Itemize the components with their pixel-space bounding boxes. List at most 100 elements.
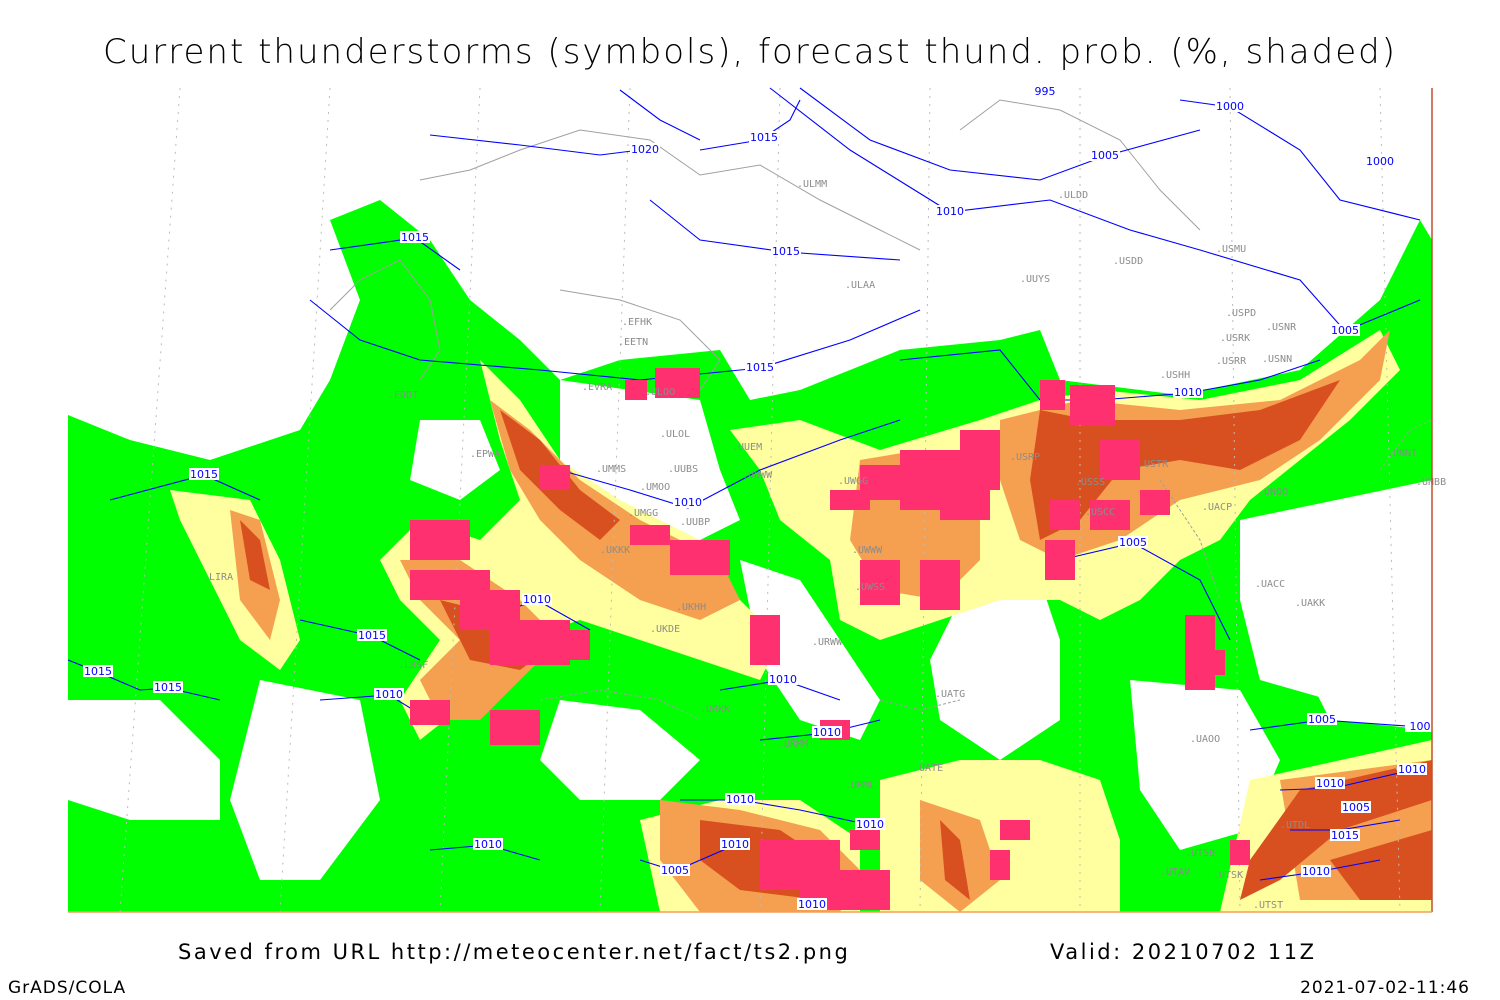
station-label: .UUBP <box>680 517 710 528</box>
station-label: .USRK <box>1220 333 1250 344</box>
isobar-label: 1010 <box>769 673 797 686</box>
isobar-line-0 <box>429 134 641 156</box>
isobar-line-3 <box>799 87 1201 181</box>
isobar-label-bg <box>935 205 965 217</box>
thunderstorm-symbol-cluster-2 <box>540 465 570 490</box>
grid-meridian-4 <box>759 87 781 913</box>
isobar-label-bg <box>1307 713 1337 725</box>
thunderstorm-symbol-cluster-10 <box>410 700 450 725</box>
thunderstorm-symbol-cluster-26 <box>1140 490 1170 515</box>
thunderstorm-symbol-cluster-0 <box>625 380 647 400</box>
isobar-label-bg <box>1030 85 1060 97</box>
isobar-label-bg <box>1173 386 1203 398</box>
station-label: .UNOO <box>1258 487 1288 498</box>
station-label: .USDD <box>1113 256 1143 267</box>
isobar-label-bg <box>1405 720 1435 732</box>
isobar-label-bg <box>720 838 750 850</box>
isobar-label: 1015 <box>750 131 778 144</box>
isobar-label: 1010 <box>1302 865 1330 878</box>
isobar-label-bg <box>673 496 703 508</box>
station-label: .EFHK <box>622 317 652 328</box>
station-label: .UACC <box>1255 579 1285 590</box>
isobar-label-bg <box>797 898 827 910</box>
station-label: .ULDD <box>1058 190 1088 201</box>
isobar-label-bg <box>1330 324 1360 336</box>
software-label: GrADS/COLA <box>8 978 127 998</box>
thunderstorm-symbol-cluster-21 <box>1070 385 1115 425</box>
isobar-label-bg <box>749 131 779 143</box>
isobar-label-bg <box>1315 777 1345 789</box>
thunderstorm-symbol-cluster-9 <box>560 630 590 660</box>
coastlines <box>119 87 1433 913</box>
coastline-2 <box>559 289 721 391</box>
shade-region-1-2 <box>930 580 1060 760</box>
station-label: .UWSS <box>855 582 885 593</box>
isobar-label-bg <box>768 673 798 685</box>
thunderstorm-symbol-cluster-32 <box>850 830 880 850</box>
thunderstorm-symbol-cluster-19 <box>960 430 1000 490</box>
shade-region-0-0 <box>68 200 1432 912</box>
isobar-label-bg <box>855 818 885 830</box>
isobar-label: 1005 <box>1091 149 1119 162</box>
isobar-label: 1010 <box>721 838 749 851</box>
isobar-line-20 <box>680 799 871 826</box>
thunderstorm-symbol-cluster-22 <box>1100 440 1140 480</box>
station-label: .USPD <box>1226 308 1256 319</box>
isobar-label-bg <box>725 793 755 805</box>
isobar-label: 1015 <box>746 361 774 374</box>
shade-region-4-5 <box>1330 830 1432 900</box>
isobar-label: 1005 <box>1119 536 1147 549</box>
station-label: .UAKK <box>1295 598 1325 609</box>
isobar-label-bg <box>153 681 183 693</box>
isobar-label: 1000 <box>1216 100 1244 113</box>
station-labels: .EFHK .EETN .EVRA .ULOO .ULOL .UMMS .UMOO .UUBS… <box>203 179 1446 911</box>
isobar-line-2 <box>619 89 701 141</box>
station-label: .UMOO <box>640 482 670 493</box>
isobar-label: 1010 <box>523 593 551 606</box>
isobar-label-bg <box>522 593 552 605</box>
station-label: .UKKK <box>600 545 630 556</box>
isobar-label-bg <box>1330 829 1360 841</box>
isobar-label: 1015 <box>154 681 182 694</box>
isobar-label: 1005 <box>1308 713 1336 726</box>
thunderstorm-symbol-cluster-12 <box>750 615 780 665</box>
station-label: .UUYS <box>1020 274 1050 285</box>
station-label: .EVRA <box>582 382 612 393</box>
isobar-label-bg <box>83 665 113 677</box>
station-label: .USNR <box>1266 322 1297 333</box>
source-url-text: Saved from URL http://meteocenter.net/fa… <box>178 940 851 964</box>
isobar-line-6 <box>649 199 901 261</box>
station-label: .USRR <box>1216 356 1247 367</box>
isobar-label-bg <box>1397 763 1427 775</box>
isobar-label-bg <box>630 143 660 155</box>
station-label: .UTAV <box>1160 867 1190 878</box>
isobar-label: 1010 <box>1316 777 1344 790</box>
isobar-label: 1010 <box>936 205 964 218</box>
isobar-label-bg <box>1090 149 1120 161</box>
isobar-label: 1010 <box>856 818 884 831</box>
isobar-label: 1005 <box>1342 801 1370 814</box>
coastline-7 <box>879 699 961 711</box>
thunderstorm-symbol-cluster-1 <box>655 368 700 398</box>
grid-meridian-1 <box>279 87 331 913</box>
thunderstorm-symbol-cluster-17 <box>860 560 900 605</box>
station-label: .ULAA <box>845 280 875 291</box>
station-label: .UTDL <box>1280 820 1310 831</box>
station-label: .UACP <box>1202 502 1232 513</box>
thunderstorm-symbol-cluster-24 <box>1090 500 1130 530</box>
isobar-label: 1015 <box>401 231 429 244</box>
thunderstorm-symbol-cluster-34 <box>990 850 1010 880</box>
station-label: .UUEM <box>732 442 762 453</box>
coastline-6 <box>539 689 701 721</box>
shade-region-1-5 <box>540 700 700 800</box>
isobar-label: 1000 <box>1366 155 1394 168</box>
station-label: .UATG <box>935 689 965 700</box>
station-label: .UTST <box>1253 900 1283 911</box>
isobar-label: 1015 <box>84 665 112 678</box>
isobar-label: 995 <box>1035 85 1056 98</box>
coastline-3 <box>959 99 1201 231</box>
station-label: .ULOL <box>660 429 690 440</box>
map-title: Current thunderstorms (symbols), forecas… <box>103 32 1397 72</box>
isobar-label: 1010 <box>674 496 702 509</box>
thunderstorm-symbol-cluster-25 <box>1045 540 1075 580</box>
